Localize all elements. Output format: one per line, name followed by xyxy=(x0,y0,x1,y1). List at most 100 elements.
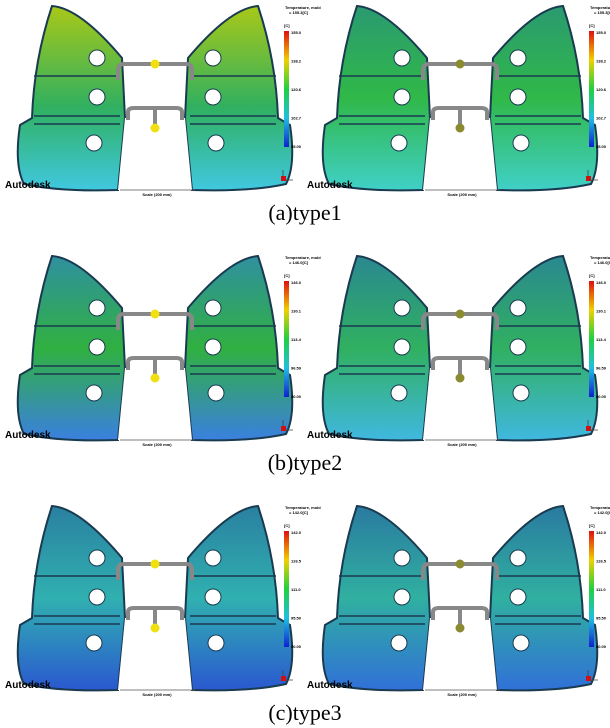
gate xyxy=(151,310,160,319)
hole xyxy=(205,300,221,316)
colorbar-tick: 80.00 xyxy=(291,644,302,649)
colorbar-tick: 113.4 xyxy=(596,337,607,342)
colorbar-tick: 113.4 xyxy=(291,337,302,342)
legend-max: = 146.0[C] xyxy=(289,260,309,265)
legend-max: = 142.0[C] xyxy=(289,510,309,515)
colorbar-tick: 142.0 xyxy=(291,530,302,535)
hole xyxy=(89,50,105,66)
colorbar-tick: 130.1 xyxy=(596,309,607,314)
legend-max: = 155.3[C] xyxy=(289,10,309,15)
logo: Autodesk xyxy=(307,180,353,191)
gate xyxy=(151,560,160,569)
colorbar xyxy=(589,281,594,397)
colorbar-tick: 80.00 xyxy=(291,394,302,399)
colorbar-tick: 95.50 xyxy=(596,616,607,621)
logo: Autodesk xyxy=(5,680,51,691)
hole xyxy=(86,135,102,151)
gate xyxy=(456,60,465,69)
hole xyxy=(510,50,526,66)
gate xyxy=(151,60,160,69)
right-part xyxy=(490,506,597,690)
axis-origin xyxy=(281,676,286,681)
legend-unit: [C] xyxy=(284,273,290,278)
hole xyxy=(86,635,102,651)
colorbar xyxy=(284,31,289,147)
hole xyxy=(394,50,410,66)
colorbar-tick: 85.00 xyxy=(291,144,302,149)
legend-max: = 155.3[C] xyxy=(594,10,610,15)
axis-origin xyxy=(586,176,591,181)
hole xyxy=(513,385,529,401)
right-part xyxy=(185,506,292,690)
colorbar-tick: 102.7 xyxy=(291,116,302,121)
hole xyxy=(394,89,410,105)
colorbar-tick: 80.00 xyxy=(596,394,607,399)
hole xyxy=(394,300,410,316)
legend-unit: [C] xyxy=(284,523,290,528)
hole xyxy=(510,300,526,316)
logo: Autodesk xyxy=(307,680,353,691)
left-part xyxy=(323,6,430,190)
gate xyxy=(456,374,465,383)
scale-label: Scale (200 mm) xyxy=(142,692,172,697)
hole xyxy=(205,550,221,566)
hole xyxy=(205,589,221,605)
logo: Autodesk xyxy=(5,180,51,191)
colorbar-tick: 111.0 xyxy=(291,587,301,592)
right-part xyxy=(185,256,292,440)
hole xyxy=(89,589,105,605)
hole xyxy=(208,135,224,151)
colorbar-tick: 120.6 xyxy=(291,87,302,92)
colorbar-tick: 130.1 xyxy=(291,309,302,314)
colorbar-tick: 146.0 xyxy=(596,280,607,285)
left-part xyxy=(18,6,125,190)
axis-origin xyxy=(586,676,591,681)
colorbar-tick: 155.0 xyxy=(291,30,302,35)
colorbar-tick: 80.00 xyxy=(596,644,607,649)
hole xyxy=(205,50,221,66)
axis-origin xyxy=(281,426,286,431)
colorbar-tick: 142.0 xyxy=(596,530,607,535)
scale-label: Scale (200 mm) xyxy=(447,692,477,697)
hole xyxy=(394,589,410,605)
scale-label: Scale (200 mm) xyxy=(142,442,172,447)
left-part xyxy=(323,506,430,690)
result-panel: Temperature, mold= 155.3[C][C]155.0138.2… xyxy=(5,5,321,197)
figure: Temperature, mold= 155.3[C][C]155.0138.2… xyxy=(0,0,610,728)
colorbar-tick: 138.2 xyxy=(596,59,607,64)
colorbar-tick: 111.0 xyxy=(596,587,606,592)
scale-label: Scale (200 mm) xyxy=(142,192,172,197)
colorbar-tick: 102.7 xyxy=(596,116,607,121)
hole xyxy=(391,635,407,651)
legend-unit: [C] xyxy=(589,273,595,278)
hole xyxy=(89,89,105,105)
legend-unit: [C] xyxy=(284,23,290,28)
colorbar-tick: 138.2 xyxy=(291,59,302,64)
axis-origin xyxy=(281,176,286,181)
hole xyxy=(394,550,410,566)
left-part xyxy=(323,256,430,440)
right-part xyxy=(185,6,292,190)
legend-max: = 142.0[C] xyxy=(594,510,610,515)
colorbar-tick: 85.00 xyxy=(596,144,607,149)
hole xyxy=(86,385,102,401)
right-part xyxy=(490,256,597,440)
caption: (a)type1 xyxy=(268,200,341,225)
colorbar xyxy=(589,531,594,647)
gate xyxy=(456,624,465,633)
caption: (b)type2 xyxy=(268,450,343,475)
colorbar-tick: 96.59 xyxy=(291,366,302,371)
hole xyxy=(513,135,529,151)
hole xyxy=(394,339,410,355)
hole xyxy=(89,339,105,355)
hole xyxy=(89,300,105,316)
colorbar-tick: 120.6 xyxy=(596,87,607,92)
hole xyxy=(208,385,224,401)
colorbar xyxy=(284,531,289,647)
gate xyxy=(456,560,465,569)
colorbar-tick: 126.5 xyxy=(596,559,607,564)
gate xyxy=(151,374,160,383)
gate xyxy=(456,310,465,319)
left-part xyxy=(18,256,125,440)
colorbar-tick: 96.59 xyxy=(596,366,607,371)
